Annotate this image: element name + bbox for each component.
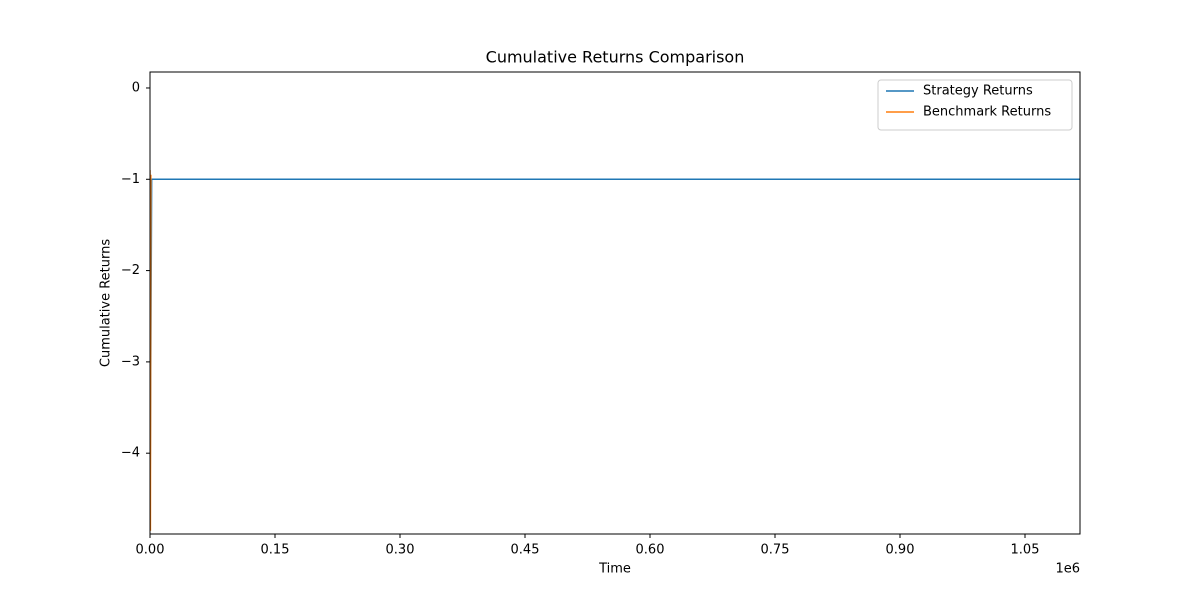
x-tick-label: 1.05 — [1011, 543, 1040, 558]
x-tick-label: 0.15 — [261, 543, 290, 558]
y-tick-label: −3 — [121, 354, 140, 369]
x-axis-label: Time — [598, 562, 631, 577]
y-tick-label: −4 — [121, 446, 140, 461]
legend-label: Strategy Returns — [923, 84, 1033, 99]
x-offset-label: 1e6 — [1055, 562, 1080, 577]
x-tick-label: 0.60 — [636, 543, 665, 558]
y-tick-label: 0 — [132, 80, 140, 95]
y-tick-label: −2 — [121, 263, 140, 278]
chart-title: Cumulative Returns Comparison — [486, 48, 745, 67]
x-tick-label: 0.30 — [386, 543, 415, 558]
legend-label: Benchmark Returns — [923, 105, 1051, 120]
axes-frame — [149, 71, 1081, 535]
x-tick-label: 0.90 — [886, 543, 915, 558]
legend-box — [877, 79, 1073, 131]
y-axis-label: Cumulative Returns — [99, 239, 114, 367]
x-tick-label: 0.75 — [761, 543, 790, 558]
y-tick-label: −1 — [121, 172, 140, 187]
x-tick-label: 0.45 — [511, 543, 540, 558]
x-tick-label: 0.00 — [136, 543, 165, 558]
